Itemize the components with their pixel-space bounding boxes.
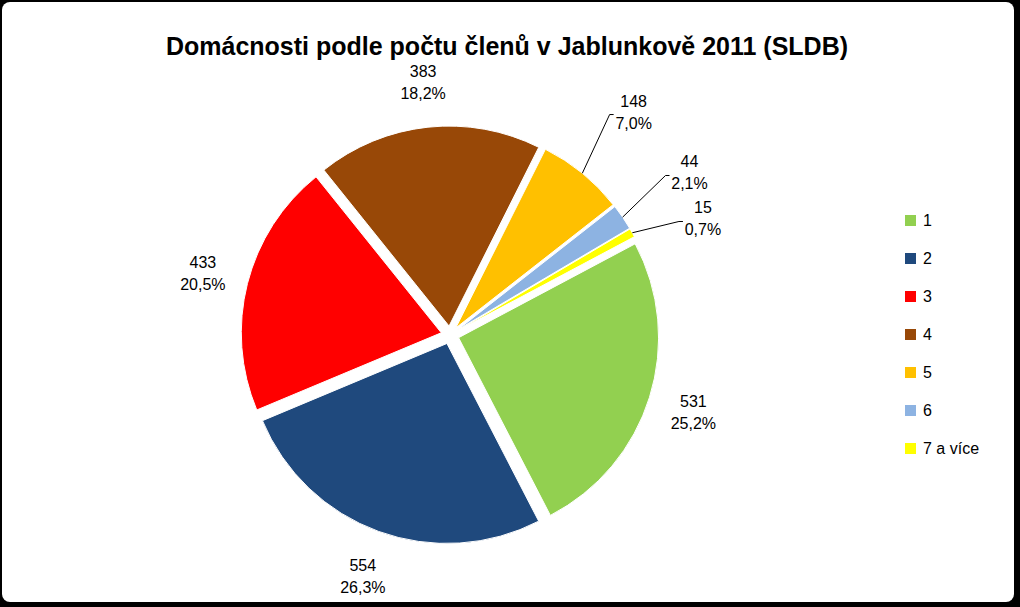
value-label: 44 [681, 153, 699, 170]
percentage-label: 0,7% [685, 221, 721, 238]
legend-swatch [905, 405, 916, 416]
legend-swatch [905, 291, 916, 302]
value-label: 531 [680, 393, 707, 410]
background [2, 2, 1014, 602]
legend: 1 2 3 4 5 6 7 a více [905, 212, 979, 457]
value-label: 148 [620, 93, 647, 110]
pie [241, 126, 658, 543]
slice [457, 207, 629, 330]
leader-line [623, 175, 670, 217]
percentage-label: 18,2% [400, 85, 445, 102]
legend-label: 6 [923, 402, 932, 419]
legend-swatch [905, 367, 916, 378]
legend-label: 1 [923, 212, 932, 229]
leader-line [582, 115, 613, 174]
legend-swatch [905, 215, 916, 226]
legend-label: 4 [923, 326, 932, 343]
value-label: 554 [349, 557, 376, 574]
legend-swatch [905, 443, 916, 454]
percentage-label: 26,3% [340, 579, 385, 596]
slice [458, 229, 635, 331]
legend-swatch [905, 329, 916, 340]
value-label: 383 [410, 63, 437, 80]
percentage-label: 2,1% [671, 175, 707, 192]
legend-swatch [905, 253, 916, 264]
value-label: 433 [190, 254, 217, 271]
leader-line [632, 221, 683, 232]
percentage-label: 20,5% [180, 276, 225, 293]
legend-label: 5 [923, 364, 932, 381]
value-label: 15 [694, 199, 712, 216]
legend-label: 7 a více [923, 440, 979, 457]
legend-label: 3 [923, 288, 932, 305]
percentage-label: 25,2% [671, 415, 716, 432]
legend-label: 2 [923, 250, 932, 267]
title: Domácnosti podle počtu členů v Jablunkov… [166, 32, 848, 60]
percentage-label: 7,0% [615, 115, 651, 132]
